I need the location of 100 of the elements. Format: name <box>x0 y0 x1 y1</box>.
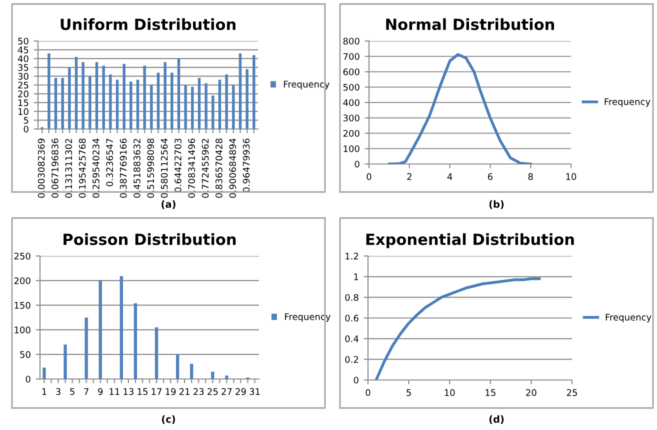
x-tick-label: 17 <box>152 388 162 395</box>
y-tick-label: 800 <box>343 38 360 45</box>
line-series <box>388 53 532 164</box>
y-tick-label: 700 <box>343 53 360 60</box>
x-tick-label: 0.900684894 <box>229 138 236 198</box>
y-tick-label: 0.6 <box>345 314 358 322</box>
x-tick-label: 19 <box>166 388 176 396</box>
bar <box>61 78 64 129</box>
x-tick-label: 0.131311302 <box>65 138 72 198</box>
x-tick-label: 0 <box>366 173 372 180</box>
bar <box>95 62 98 129</box>
x-tick-label: 2 <box>407 173 412 180</box>
bar <box>150 85 153 129</box>
bar <box>122 64 126 129</box>
bar <box>225 376 228 379</box>
x-tick-label: 10 <box>444 389 455 396</box>
chart-title: Normal Distribution <box>386 18 554 30</box>
text: (c) <box>162 415 175 424</box>
bar <box>246 69 248 129</box>
x-tick-label: 20 <box>526 389 536 396</box>
x-tick-label: 0.708341496 <box>188 138 196 198</box>
bar <box>156 72 160 129</box>
bar <box>198 78 201 129</box>
bar <box>74 56 78 129</box>
text: (b) <box>489 200 504 209</box>
bar <box>116 80 119 129</box>
x-tick-label: 10 <box>566 173 576 180</box>
y-tick-label: 1 <box>354 274 358 280</box>
bar <box>143 66 146 129</box>
x-tick-label: 3 <box>56 388 60 396</box>
x-tick-label: 5 <box>406 389 411 396</box>
x-tick-label: 0.96479936 <box>242 138 250 192</box>
bar <box>82 62 84 129</box>
bar <box>191 86 194 129</box>
x-tick-label: 23 <box>194 388 204 396</box>
bar <box>64 344 67 379</box>
x-tick-label: 15 <box>486 389 496 396</box>
chart-title: Poisson Distribution <box>64 233 236 246</box>
y-tick-label: 0 <box>26 376 30 383</box>
y-tick-label: 0.8 <box>345 294 358 301</box>
bar <box>109 74 112 129</box>
bar <box>84 318 88 379</box>
x-tick-label: 31 <box>250 388 260 396</box>
y-tick-label: 600 <box>343 68 360 76</box>
bar <box>130 81 132 129</box>
y-tick-label: 0.2 <box>345 356 358 363</box>
legend-label: Frequency <box>284 80 330 90</box>
bar <box>48 53 50 129</box>
x-tick-label: 1 <box>42 388 46 395</box>
bar <box>252 55 256 129</box>
bar <box>120 276 123 379</box>
bar <box>102 66 105 129</box>
x-tick-label: 0 <box>366 389 370 396</box>
x-tick-label: 25 <box>566 389 577 396</box>
y-tick-label: 400 <box>343 99 360 106</box>
x-tick-label: 27 <box>222 388 232 395</box>
y-tick-label: 0 <box>354 376 358 384</box>
x-tick-label: 0.259540234 <box>92 138 100 198</box>
y-tick-label: 35 <box>18 64 28 71</box>
x-tick-label: 13 <box>124 388 134 396</box>
x-tick-label: 25 <box>208 388 218 396</box>
x-tick-label: 6 <box>488 173 493 180</box>
y-tick-label: 50 <box>20 351 30 358</box>
bar <box>164 62 166 129</box>
x-tick-label: 5 <box>70 388 74 396</box>
y-tick-label: 250 <box>14 252 30 260</box>
bar <box>68 67 71 129</box>
bar <box>134 303 138 379</box>
x-tick-label: 0.836570428 <box>216 138 222 198</box>
bar <box>176 354 180 379</box>
bar <box>54 78 58 129</box>
bar <box>212 96 214 129</box>
chart-title: Exponential Distribution <box>366 233 574 248</box>
bar <box>225 74 228 129</box>
y-tick-label: 150 <box>14 302 30 309</box>
bar <box>98 280 102 379</box>
x-tick-label: 0.64422703 <box>174 138 182 192</box>
x-tick-label: 7 <box>84 388 88 395</box>
y-tick-label: 300 <box>343 114 360 122</box>
bar <box>204 83 208 129</box>
y-tick-label: 40 <box>18 55 28 62</box>
x-tick-label: 8 <box>528 173 533 180</box>
legend-label: Frequency <box>606 314 652 322</box>
bar <box>136 80 140 129</box>
bar <box>170 72 174 129</box>
x-tick-label: 0.772455962 <box>202 138 209 198</box>
text: (a) <box>162 200 176 209</box>
x-tick-label: 4 <box>447 173 452 180</box>
y-tick-label: 200 <box>343 130 360 137</box>
x-tick-label: 0.067196836 <box>52 138 58 198</box>
y-tick-label: 10 <box>18 108 28 115</box>
x-tick-label: 29 <box>236 388 246 396</box>
y-tick-label: 50 <box>18 38 28 45</box>
y-tick-label: 25 <box>18 82 28 89</box>
x-tick-label: 9 <box>98 388 103 396</box>
x-tick-label: 15 <box>138 388 148 396</box>
x-tick-label: 21 <box>180 388 190 395</box>
bar <box>184 85 187 129</box>
y-tick-label: 15 <box>18 99 28 106</box>
bar <box>211 372 214 379</box>
